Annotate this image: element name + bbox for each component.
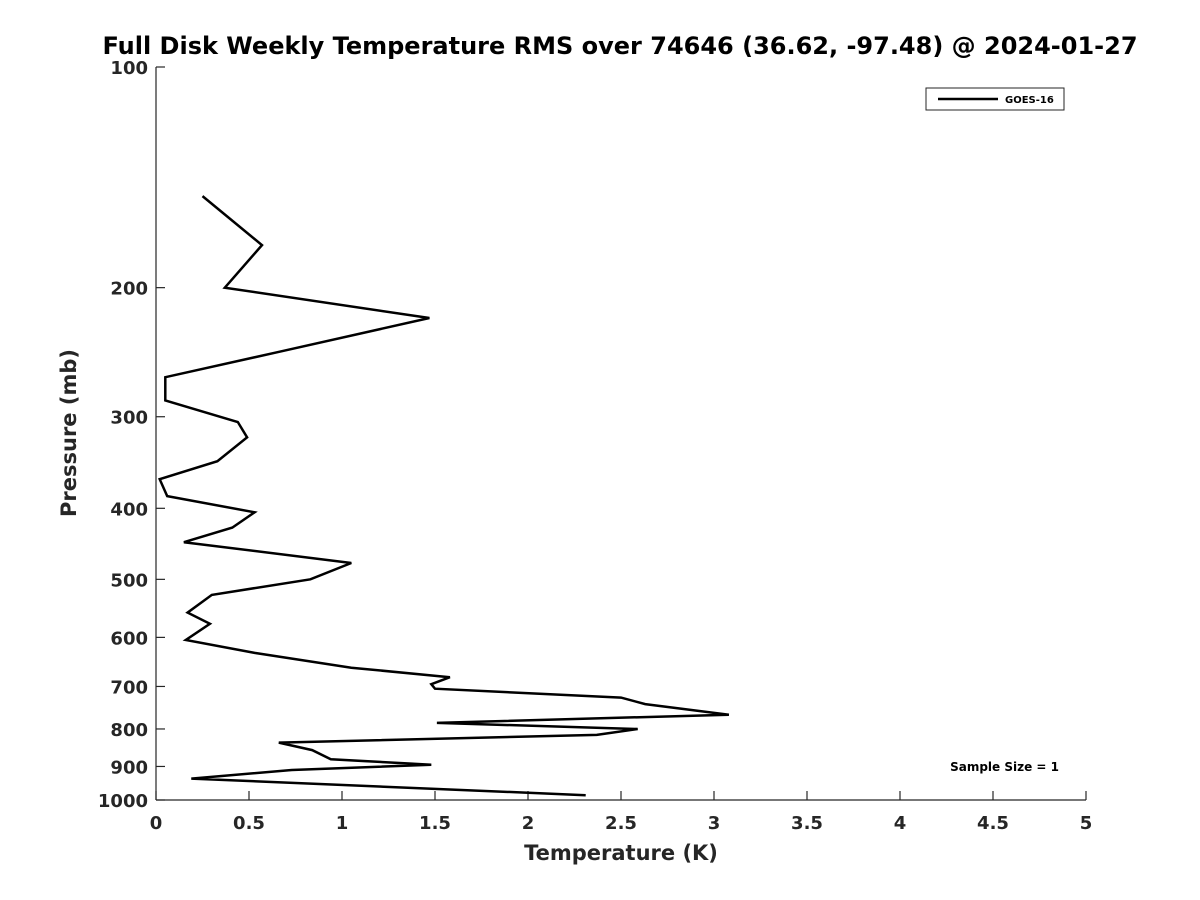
x-tick-label: 2.5 <box>605 813 637 834</box>
plot-area: 0 0.5 1 1.5 2 2.5 3 3.5 4 4.5 5 100 200 300 400 500 600… <box>98 58 1092 834</box>
x-tick-label: 4 <box>894 813 907 834</box>
x-tick-label: 4.5 <box>977 813 1009 834</box>
y-tick-label: 1000 <box>98 791 148 812</box>
y-tick-label: 700 <box>110 677 148 698</box>
legend: GOES-16 <box>925 87 1065 111</box>
x-tick-label: 0.5 <box>233 813 265 834</box>
x-tick-label: 3 <box>708 813 721 834</box>
legend-entry-goes-16: GOES-16 <box>1005 95 1054 106</box>
y-axis-label: Pressure (mb) <box>57 349 81 517</box>
y-tick-label: 800 <box>110 720 148 741</box>
x-tick-label: 1.5 <box>419 813 451 834</box>
x-ticks: 0 0.5 1 1.5 2 2.5 3 3.5 4 4.5 5 <box>150 791 1093 834</box>
x-tick-label: 5 <box>1080 813 1093 834</box>
x-axis-label: Temperature (K) <box>524 841 718 865</box>
chart-title: Full Disk Weekly Temperature RMS over 74… <box>102 32 1137 60</box>
x-tick-label: 3.5 <box>791 813 823 834</box>
series-line-goes-16 <box>157 195 730 797</box>
y-tick-label: 100 <box>110 58 148 79</box>
x-tick-label: 2 <box>522 813 535 834</box>
series-layer <box>157 195 730 797</box>
y-ticks: 100 200 300 400 500 600 700 800 900 1000 <box>98 58 165 812</box>
y-tick-label: 200 <box>110 279 148 300</box>
sample-size-annotation: Sample Size = 1 <box>950 760 1059 774</box>
y-tick-label: 300 <box>110 408 148 429</box>
y-tick-label: 400 <box>110 499 148 520</box>
x-tick-label: 0 <box>150 813 163 834</box>
y-tick-label: 600 <box>110 628 148 649</box>
y-tick-label: 900 <box>110 757 148 778</box>
y-tick-label: 500 <box>110 570 148 591</box>
x-tick-label: 1 <box>336 813 349 834</box>
